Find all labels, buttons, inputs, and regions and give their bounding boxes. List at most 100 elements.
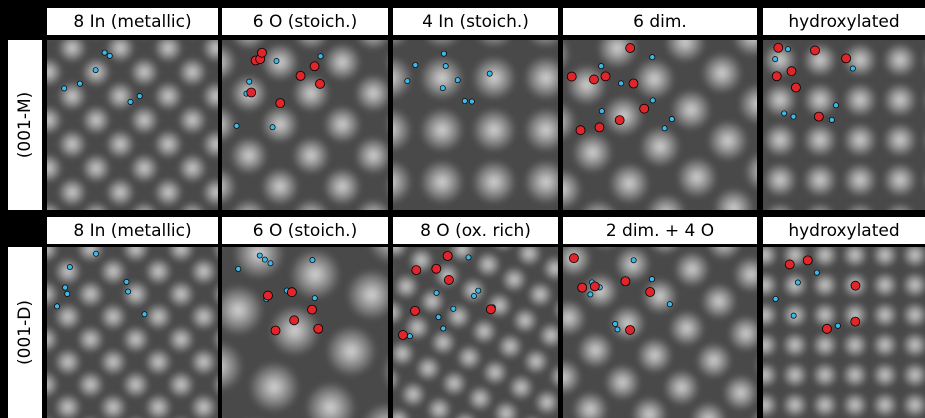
atom-blue [77, 81, 82, 86]
atom-blue [835, 323, 840, 328]
panel-header: 6 O (stoich.) [253, 12, 357, 32]
atom-red [590, 282, 599, 291]
atom-blue [312, 296, 317, 301]
atom-red [567, 72, 576, 81]
panel-header: 8 In (metallic) [73, 221, 191, 241]
stm-image [212, 237, 398, 418]
atom-red [287, 288, 296, 297]
atom-red [444, 275, 453, 284]
atom-blue [795, 280, 800, 285]
atom-red [308, 305, 317, 314]
atom-blue [476, 288, 481, 293]
atom-red [640, 104, 649, 113]
atom-red [646, 288, 655, 297]
atom-blue [436, 315, 441, 320]
atom-blue [443, 63, 448, 68]
atom-red [787, 67, 796, 76]
atom-blue [599, 109, 604, 114]
atom-blue [791, 114, 796, 119]
atom-blue [466, 255, 471, 260]
atom-red [785, 260, 794, 269]
atom-blue [126, 289, 131, 294]
atom-blue [274, 58, 279, 63]
row-label: (001-D) [15, 300, 35, 365]
atom-blue [773, 57, 778, 62]
atom-blue [124, 279, 129, 284]
row-label: (001-M) [15, 92, 35, 159]
atom-blue [413, 62, 418, 67]
stm-image [37, 237, 228, 418]
atom-red [576, 126, 585, 135]
atom-red [601, 72, 610, 81]
panel-header: 2 dim. + 4 O [606, 221, 714, 241]
panel-header: hydroxylated [788, 221, 899, 241]
atom-red [314, 324, 323, 333]
stm-image [553, 30, 767, 220]
atom-red [626, 325, 635, 334]
atom-red [271, 326, 280, 335]
panel-header: 8 In (metallic) [73, 12, 191, 32]
atom-red [629, 79, 638, 88]
atom-blue [128, 99, 133, 104]
atom-blue [850, 66, 855, 71]
panel-header: 4 In (stoich.) [422, 12, 529, 32]
atom-red [842, 54, 851, 63]
atom-red [595, 123, 604, 132]
atom-blue [270, 125, 275, 130]
atom-red [851, 317, 860, 326]
atom-blue [650, 55, 655, 60]
atom-blue [833, 103, 838, 108]
panel-header: 8 O (ox. rich) [420, 221, 531, 241]
atom-blue [62, 86, 67, 91]
atom-blue [782, 111, 787, 116]
atom-blue [773, 296, 778, 301]
atom-red [851, 281, 860, 290]
figure: (001-M) 8 In (metallic) 6 O (stoich.) 4 In … [0, 0, 925, 418]
atom-blue [462, 98, 467, 103]
atom-blue [102, 50, 107, 55]
atom-red [290, 316, 299, 325]
atom-blue [649, 277, 654, 282]
atom-blue [247, 79, 252, 84]
atom-blue [487, 71, 492, 76]
atom-red [774, 43, 783, 52]
atom-red [791, 83, 800, 92]
stm-image [753, 30, 925, 220]
atom-blue [234, 123, 239, 128]
atom-blue [107, 53, 112, 58]
atom-blue [599, 64, 604, 69]
atom-blue [407, 334, 412, 339]
atom-blue [829, 117, 834, 122]
atom-red [486, 305, 495, 314]
atom-blue [662, 126, 667, 131]
atom-blue [669, 117, 674, 122]
atom-blue [667, 302, 672, 307]
atom-blue [318, 54, 323, 59]
stm-image [383, 30, 568, 220]
atom-blue [791, 313, 796, 318]
atom-blue [257, 253, 262, 258]
atom-blue [471, 293, 476, 298]
atom-red [263, 291, 272, 300]
atom-red [803, 256, 812, 265]
atom-red [410, 306, 419, 315]
atom-blue [469, 99, 474, 104]
atom-blue [65, 291, 70, 296]
stm-image [753, 237, 925, 418]
atom-blue [588, 292, 593, 297]
atom-blue [650, 98, 655, 103]
atom-red [247, 88, 256, 97]
atom-red [443, 252, 452, 261]
stm-image [37, 30, 228, 220]
atom-blue [814, 270, 819, 275]
atom-red [432, 264, 441, 273]
stm-image [383, 237, 568, 418]
panel-header: hydroxylated [788, 12, 899, 32]
atom-blue [441, 51, 446, 56]
atom-blue [137, 94, 142, 99]
atom-red [296, 71, 305, 80]
atom-blue [54, 304, 59, 309]
atom-red [626, 44, 635, 53]
stm-image [553, 237, 767, 418]
atom-red [772, 72, 781, 81]
